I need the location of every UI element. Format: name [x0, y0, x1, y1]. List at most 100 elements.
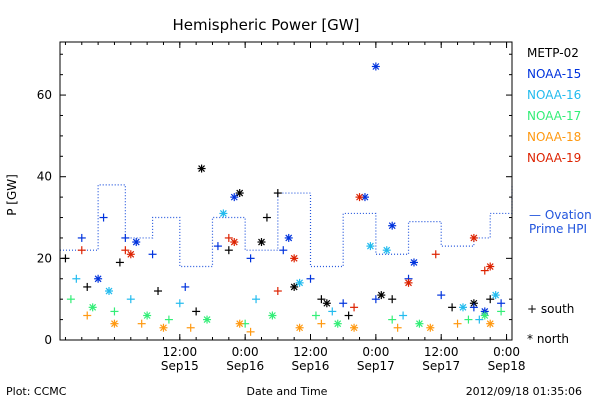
legend-entry-noaa-16: NOAA-16	[527, 88, 581, 102]
point-north-noaa-16	[295, 278, 304, 287]
point-north-noaa-16	[366, 242, 375, 251]
x-tick-label-date: Sep18	[488, 359, 526, 373]
point-south-metp-02	[273, 189, 282, 198]
y-tick-label: 60	[37, 88, 52, 102]
point-north-noaa-15	[94, 274, 103, 283]
x-tick-label-date: Sep17	[422, 359, 460, 373]
point-north-noaa-18	[235, 319, 244, 328]
point-south-noaa-16	[475, 315, 484, 324]
point-south-metp-02	[486, 295, 495, 304]
point-north-noaa-19	[290, 254, 299, 263]
y-tick-label: 20	[37, 251, 52, 265]
point-south-noaa-19	[121, 246, 130, 255]
point-north-noaa-19	[486, 262, 495, 271]
point-south-noaa-18	[453, 319, 462, 328]
x-tick-label-date: Sep16	[292, 359, 330, 373]
point-north-noaa-16	[219, 209, 228, 218]
point-south-noaa-15	[437, 291, 446, 300]
point-south-noaa-15	[121, 233, 130, 242]
x-tick-label-time: 12:00	[293, 345, 328, 359]
point-south-noaa-18	[137, 319, 146, 328]
footer-right: 2012/09/18 01:35:06	[466, 385, 582, 398]
point-north-noaa-18	[426, 323, 435, 332]
point-north-noaa-18	[295, 323, 304, 332]
ovation-line	[60, 184, 513, 268]
point-north-noaa-18	[486, 319, 495, 328]
point-north-metp-02	[377, 291, 386, 300]
point-south-noaa-16	[399, 311, 408, 320]
legend-ovation-label: Prime HPI	[529, 222, 587, 236]
point-south-noaa-19	[224, 233, 233, 242]
plot-frame	[59, 41, 513, 341]
point-north-noaa-19	[126, 250, 135, 259]
point-north-metp-02	[290, 282, 299, 291]
x-tick-label-time: 0:00	[232, 345, 259, 359]
point-south-metp-02	[154, 287, 163, 296]
point-south-metp-02	[388, 295, 397, 304]
point-south-noaa-18	[393, 323, 402, 332]
point-south-noaa-17	[66, 295, 75, 304]
point-south-metp-02	[192, 307, 201, 316]
point-south-noaa-19	[77, 246, 86, 255]
point-north-noaa-17	[143, 311, 152, 320]
marker-key-north: * north	[527, 332, 569, 346]
point-south-noaa-15	[371, 295, 380, 304]
point-south-noaa-15	[497, 299, 506, 308]
point-south-noaa-16	[126, 295, 135, 304]
chart-title: Hemispheric Power [GW]	[173, 16, 360, 34]
x-tick-label-time: 0:00	[493, 345, 520, 359]
point-north-metp-02	[197, 164, 206, 173]
point-south-metp-02	[317, 295, 326, 304]
y-axis-label: P [GW]	[5, 174, 19, 216]
point-south-noaa-15	[469, 303, 478, 312]
point-south-noaa-19	[480, 266, 489, 275]
point-south-noaa-15	[213, 242, 222, 251]
point-south-metp-02	[262, 213, 271, 222]
x-tick-label-date: Sep16	[226, 359, 264, 373]
point-south-noaa-17	[464, 315, 473, 324]
point-south-noaa-15	[148, 250, 157, 259]
footer-center: Date and Time	[247, 385, 328, 398]
point-south-noaa-15	[246, 254, 255, 263]
point-north-noaa-15	[388, 221, 397, 230]
point-north-noaa-18	[350, 323, 359, 332]
point-north-noaa-16	[382, 246, 391, 255]
point-south-noaa-17	[497, 307, 506, 316]
point-south-metp-02	[344, 311, 353, 320]
point-north-noaa-19	[469, 233, 478, 242]
point-south-noaa-15	[99, 213, 108, 222]
point-north-noaa-17	[333, 319, 342, 328]
x-tick-label-time: 0:00	[362, 345, 389, 359]
point-south-noaa-18	[246, 327, 255, 336]
legend-entry-noaa-19: NOAA-19	[527, 151, 581, 165]
point-south-noaa-19	[350, 303, 359, 312]
point-north-noaa-17	[480, 311, 489, 320]
point-north-noaa-16	[458, 303, 467, 312]
legend-entry-noaa-15: NOAA-15	[527, 67, 581, 81]
point-south-noaa-19	[273, 287, 282, 296]
point-north-noaa-15	[230, 193, 239, 202]
point-south-noaa-18	[317, 319, 326, 328]
point-south-noaa-18	[83, 311, 92, 320]
point-north-noaa-17	[415, 319, 424, 328]
point-north-noaa-15	[371, 62, 380, 71]
point-north-noaa-19	[355, 193, 364, 202]
footer-left: Plot: CCMC	[6, 385, 67, 398]
point-north-noaa-16	[491, 291, 500, 300]
x-tick-label-date: Sep17	[357, 359, 395, 373]
point-south-noaa-15	[181, 282, 190, 291]
marker-key-south: + south	[527, 302, 574, 316]
point-south-metp-02	[224, 246, 233, 255]
point-north-noaa-16	[105, 287, 114, 296]
point-south-metp-02	[115, 258, 124, 267]
point-south-noaa-19	[431, 250, 440, 259]
point-north-noaa-19	[404, 278, 413, 287]
point-north-noaa-15	[409, 258, 418, 267]
point-south-noaa-17	[164, 315, 173, 324]
legend-entry-noaa-18: NOAA-18	[527, 130, 581, 144]
point-north-noaa-17	[268, 311, 277, 320]
point-south-metp-02	[83, 282, 92, 291]
point-north-noaa-19	[230, 238, 239, 247]
y-tick-label: 40	[37, 170, 52, 184]
point-north-metp-02	[235, 189, 244, 198]
